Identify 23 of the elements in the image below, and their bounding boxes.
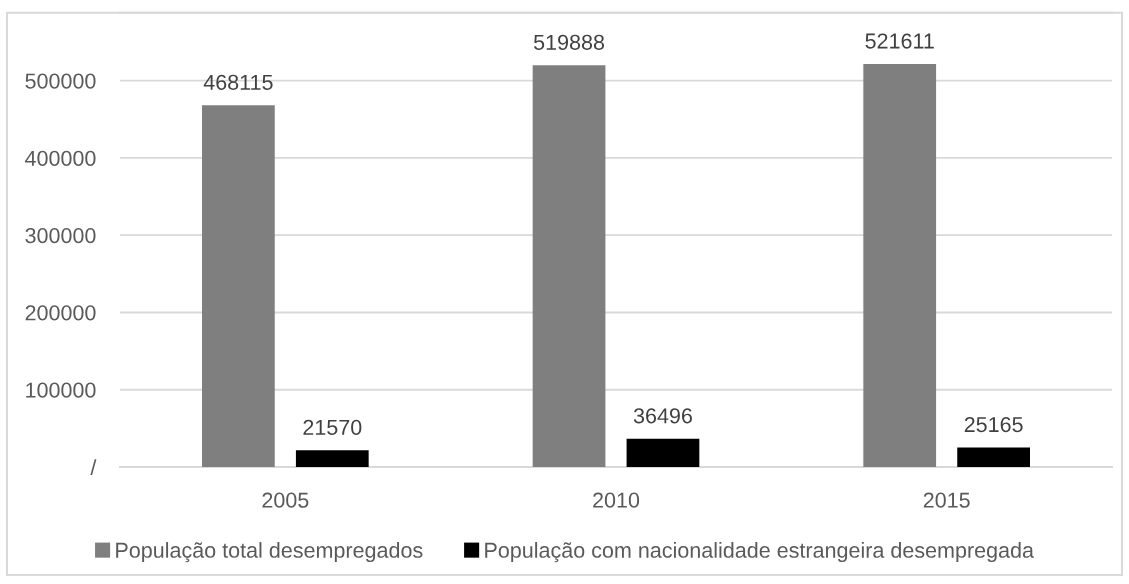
- y-tick-label: 200000: [25, 305, 96, 321]
- y-tick-label: 400000: [25, 150, 96, 166]
- x-tick-label: 2005: [262, 492, 309, 508]
- legend-label: População total desempregados: [116, 542, 423, 563]
- bar: [295, 450, 369, 467]
- data-label: 21570: [303, 419, 362, 435]
- bar: [626, 438, 700, 467]
- data-label: 468115: [203, 74, 273, 90]
- y-tick-label: 100000: [26, 382, 96, 398]
- y-tick-label: 300000: [25, 227, 96, 244]
- bar: [863, 63, 937, 467]
- bar: [202, 105, 275, 467]
- data-label: 25165: [964, 416, 1023, 433]
- y-tick-label: 500000: [25, 73, 96, 89]
- data-label: 519888: [533, 34, 605, 50]
- data-label: 36496: [633, 408, 692, 424]
- bar: [532, 65, 606, 467]
- y-tick-label: /: [90, 459, 97, 476]
- x-tick-label: 2015: [923, 492, 970, 508]
- x-tick-label: 2010: [593, 492, 640, 508]
- data-label: 521611: [865, 33, 934, 49]
- bar: [957, 447, 1030, 467]
- legend-label: População com nacionalidade estrangeira desempregada: [485, 542, 1034, 563]
